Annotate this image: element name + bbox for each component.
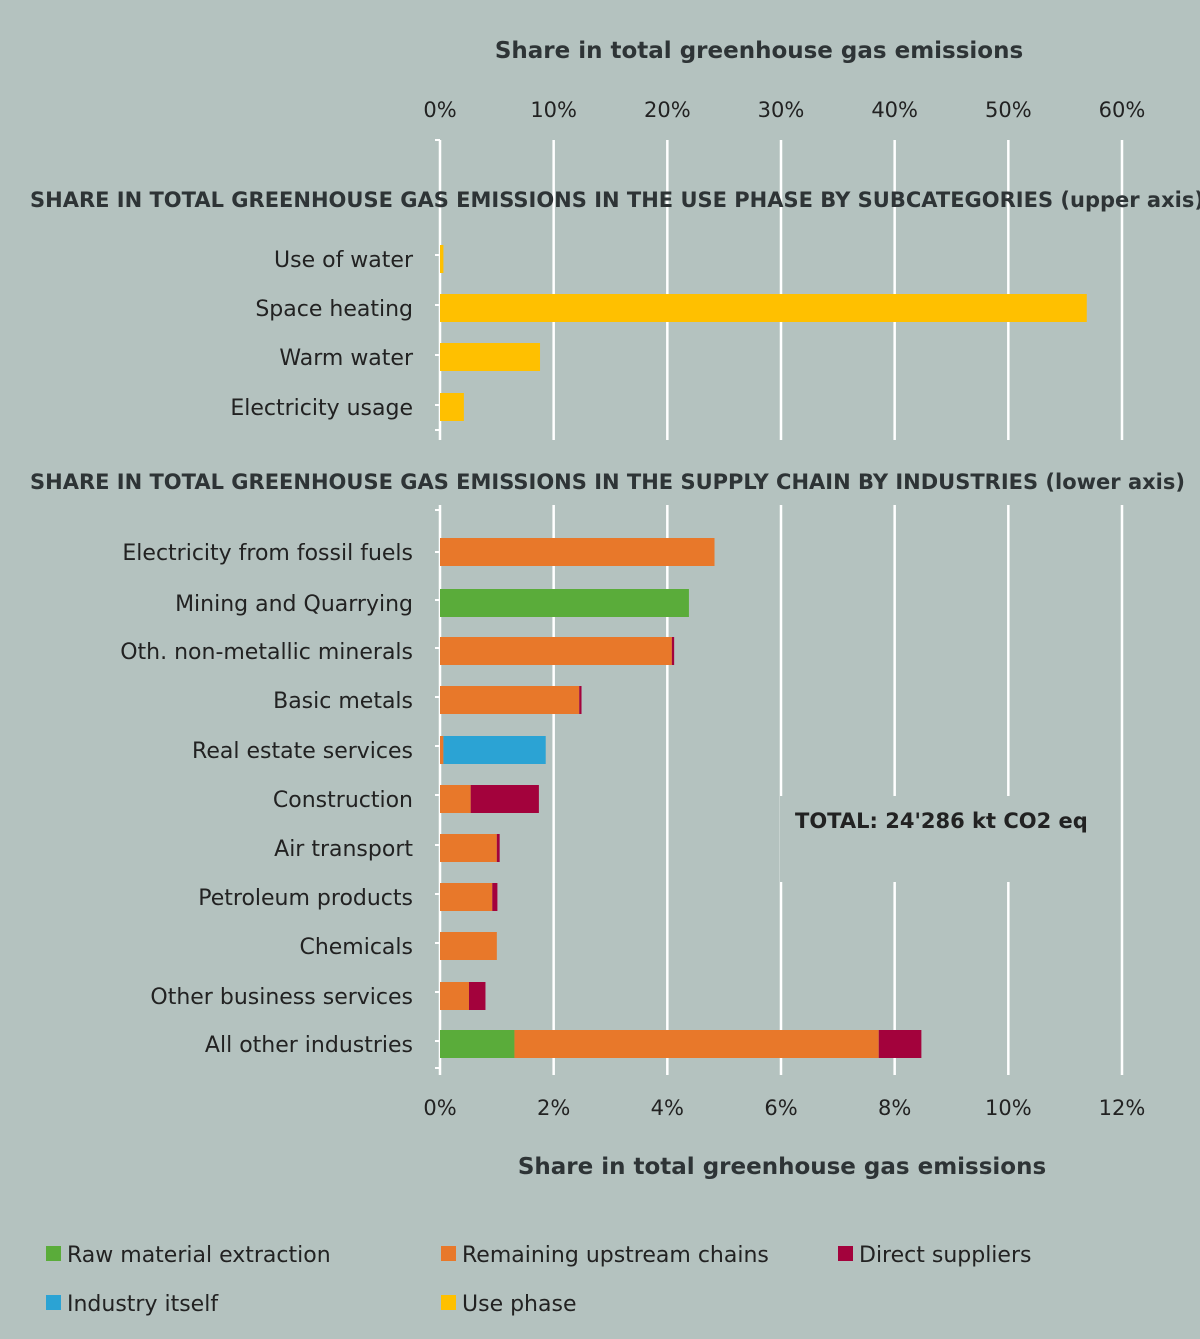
upper-axis-tick-label: 50%: [985, 98, 1032, 122]
category-label: Petroleum products: [198, 886, 413, 911]
category-label: Use of water: [274, 248, 414, 273]
bar-segment: [440, 393, 464, 421]
bar-segment: [440, 736, 444, 764]
lower-axis-tick-label: 2%: [537, 1096, 570, 1120]
bar-segment: [579, 686, 582, 714]
annotation-background: [780, 796, 1100, 882]
category-label: Chemicals: [299, 935, 413, 960]
upper-axis-title: Share in total greenhouse gas emissions: [495, 38, 1023, 64]
category-label: Electricity usage: [230, 396, 413, 421]
category-label: Mining and Quarrying: [175, 592, 413, 617]
lower-axis-tick-label: 8%: [878, 1096, 911, 1120]
bar-segment: [440, 785, 471, 813]
upper-axis-tick-label: 30%: [758, 98, 805, 122]
legend-swatch: [46, 1295, 61, 1310]
bar-segment: [440, 883, 493, 911]
legend-label: Remaining upstream chains: [462, 1243, 769, 1268]
bar-segment: [514, 1030, 879, 1058]
supply-chain-section-title: SHARE IN TOTAL GREENHOUSE GAS EMISSIONS …: [30, 470, 1185, 494]
bar-segment: [440, 245, 444, 273]
upper-axis-tick-label: 60%: [1099, 98, 1146, 122]
bar-segment: [878, 1030, 922, 1058]
legend: Raw material extraction Remaining upstrea…: [46, 1243, 1031, 1317]
category-label: Space heating: [255, 297, 413, 322]
supply-chain-category-labels: Electricity from fossil fuels Mining and …: [120, 541, 413, 1058]
use-phase-section-title: SHARE IN TOTAL GREENHOUSE GAS EMISSIONS …: [30, 188, 1200, 212]
bar-segment: [440, 589, 689, 617]
bar-segment: [440, 834, 497, 862]
category-label: Oth. non-metallic minerals: [120, 640, 413, 665]
upper-axis-tick-label: 10%: [530, 98, 577, 122]
lower-axis-tick-label: 0%: [423, 1096, 456, 1120]
lower-axis-tick-label: 4%: [651, 1096, 684, 1120]
bar-segment: [440, 637, 672, 665]
legend-swatch: [441, 1295, 456, 1310]
legend-swatch: [441, 1246, 456, 1261]
legend-label: Direct suppliers: [859, 1243, 1031, 1268]
bar-segment: [440, 538, 715, 566]
upper-axis-tick-label: 40%: [871, 98, 918, 122]
bar-segment: [440, 1030, 515, 1058]
upper-axis-ticks: 0% 10% 20% 30% 40% 50% 60%: [423, 98, 1145, 122]
lower-axis-tick-label: 12%: [1099, 1096, 1146, 1120]
total-annotation: TOTAL: 24'286 kt CO2 eq: [795, 809, 1088, 833]
category-label: Construction: [273, 788, 413, 813]
bar-segment: [440, 294, 1087, 322]
bar-segment: [443, 736, 546, 764]
bar-segment: [440, 982, 469, 1010]
lower-axis-ticks: 0% 2% 4% 6% 8% 10% 12%: [423, 1096, 1145, 1120]
lower-axis-tick-label: 10%: [985, 1096, 1032, 1120]
category-label: Other business services: [150, 985, 413, 1010]
lower-axis-title: Share in total greenhouse gas emissions: [518, 1154, 1046, 1180]
upper-axis-tick-label: 20%: [644, 98, 691, 122]
upper-axis-tick-label: 0%: [423, 98, 456, 122]
bar-segment: [470, 785, 539, 813]
category-label: All other industries: [205, 1033, 413, 1058]
category-label: Warm water: [279, 346, 414, 371]
bar-segment: [671, 637, 675, 665]
bar-segment: [468, 982, 486, 1010]
legend-label: Use phase: [462, 1292, 576, 1317]
bar-segment: [440, 343, 541, 371]
category-label: Air transport: [274, 837, 413, 862]
bar-segment: [492, 883, 498, 911]
category-label: Electricity from fossil fuels: [122, 541, 413, 566]
supply-chain-bars: [440, 538, 922, 1058]
bar-segment: [440, 686, 580, 714]
legend-swatch: [46, 1246, 61, 1261]
bar-segment: [496, 834, 500, 862]
use-phase-category-labels: Use of water Space heating Warm water Elect…: [230, 248, 414, 421]
use-phase-bars: [440, 245, 1087, 421]
category-label: Basic metals: [273, 689, 413, 714]
legend-swatch: [838, 1246, 853, 1261]
bar-segment: [440, 932, 497, 960]
lower-axis-tick-label: 6%: [764, 1096, 797, 1120]
legend-label: Raw material extraction: [67, 1243, 331, 1268]
category-label: Real estate services: [192, 739, 413, 764]
legend-label: Industry itself: [67, 1292, 219, 1317]
